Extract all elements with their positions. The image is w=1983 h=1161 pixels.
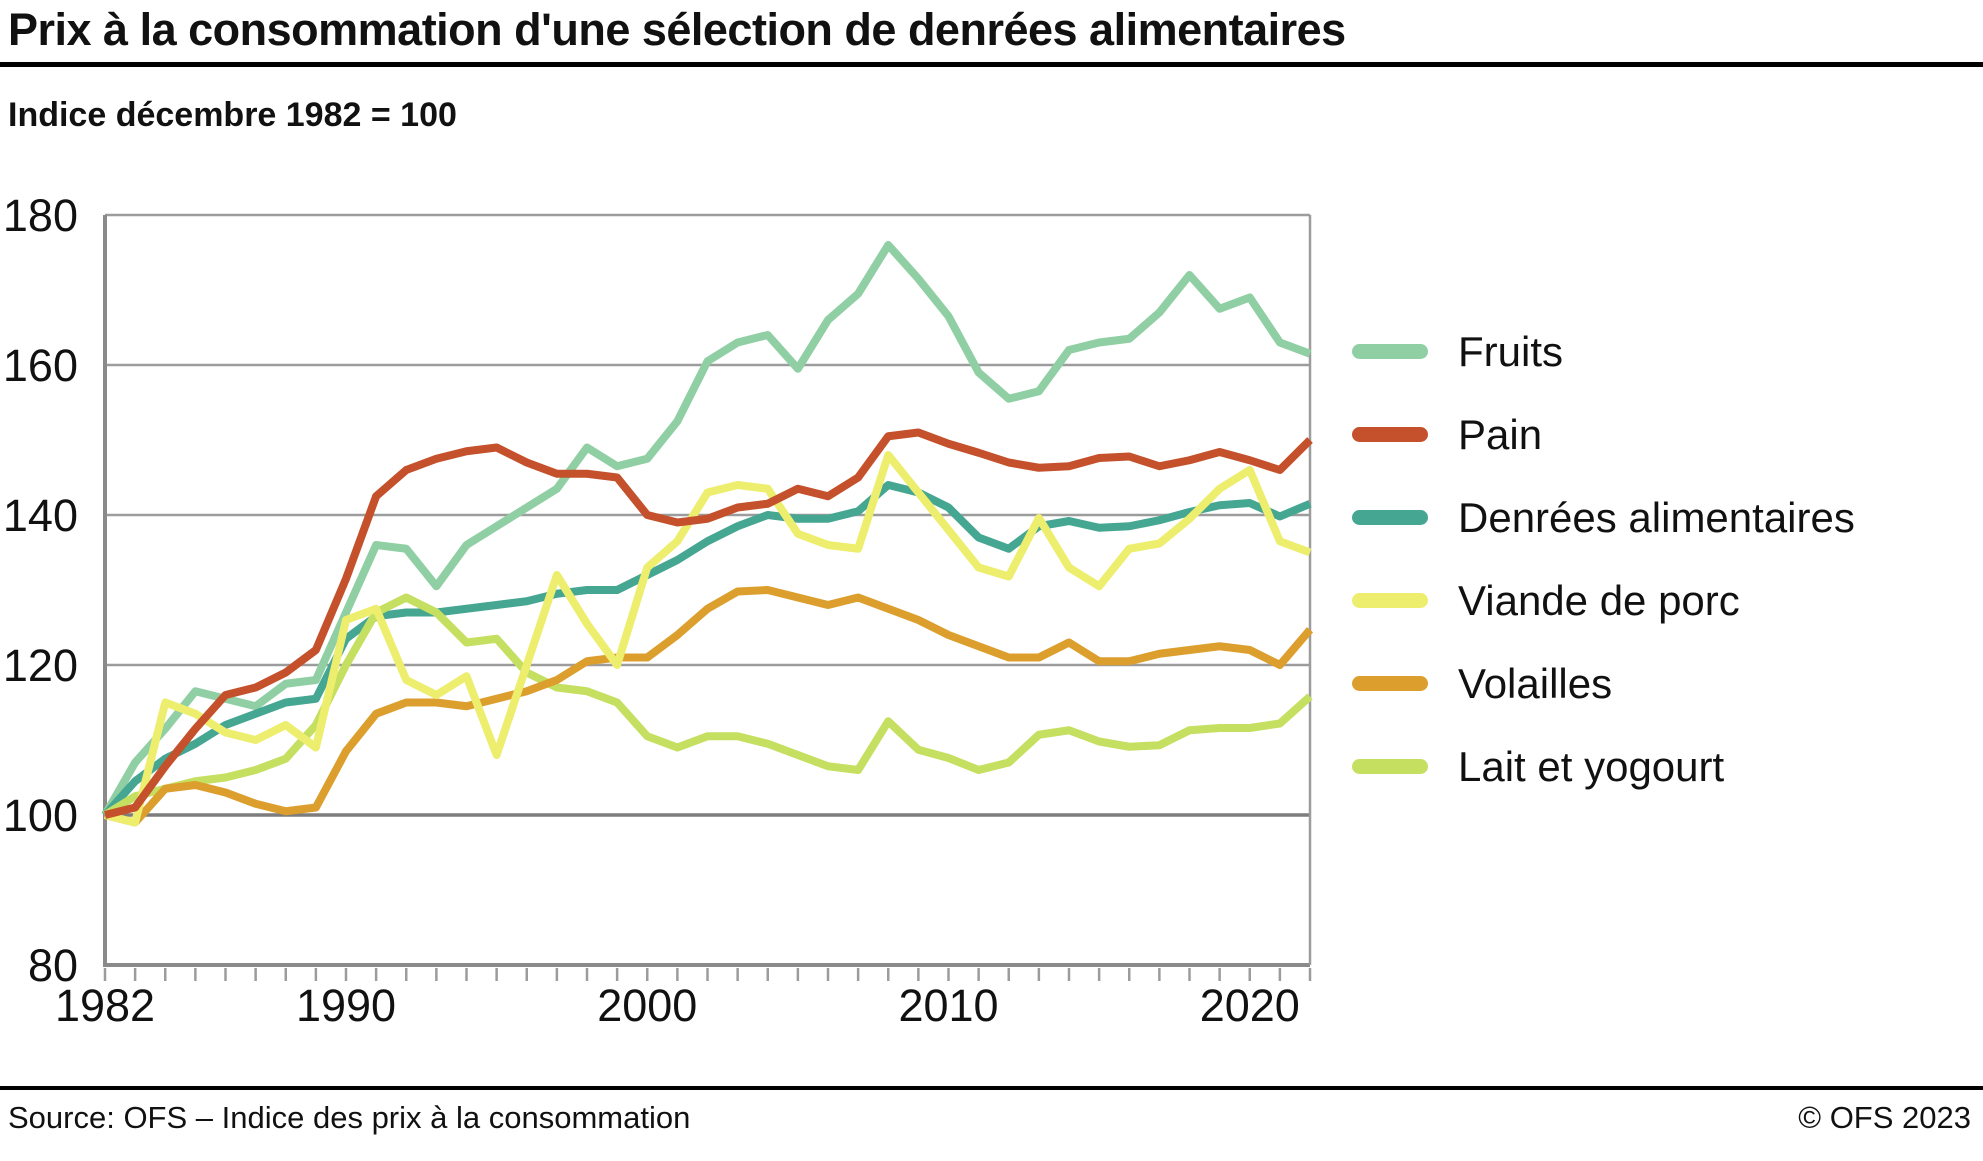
legend-label-pain: Pain — [1458, 410, 1543, 458]
footer-divider — [0, 1086, 1983, 1090]
legend-item-volailles: Volailles — [1352, 642, 1855, 725]
legend-item-lait-et-yogourt: Lait et yogourt — [1352, 725, 1855, 808]
y-tick-label-80: 80 — [28, 940, 78, 991]
legend-item-fruits: Fruits — [1352, 310, 1855, 393]
legend-swatch-lait-et-yogourt — [1352, 759, 1428, 774]
x-tick-label-1990: 1990 — [296, 980, 396, 1031]
page-title: Prix à la consommation d'une sélection d… — [8, 4, 1346, 55]
legend-label-fruits: Fruits — [1458, 327, 1563, 375]
legend-swatch-fruits — [1352, 344, 1428, 359]
legend-label-viande-de-porc: Viande de porc — [1458, 576, 1740, 624]
y-tick-label-140: 140 — [3, 490, 78, 541]
series-line-denrees-alimentaires — [102, 481, 1312, 818]
y-tick-label-160: 160 — [3, 340, 78, 391]
series-line-volailles — [104, 586, 1314, 827]
legend-item-denrees-alimentaires: Denrées alimentaires — [1352, 476, 1855, 559]
legend-swatch-viande-de-porc — [1352, 593, 1428, 608]
legend-label-denrees-alimentaires: Denrées alimentaires — [1458, 493, 1855, 541]
legend-swatch-volailles — [1352, 676, 1428, 691]
series-line-viande-de-porc — [104, 451, 1312, 827]
legend-label-volailles: Volailles — [1458, 659, 1613, 707]
y-tick-label-120: 120 — [3, 640, 78, 691]
legend-item-viande-de-porc: Viande de porc — [1352, 559, 1855, 642]
y-tick-label-100: 100 — [3, 790, 78, 841]
legend-label-lait-et-yogourt: Lait et yogourt — [1458, 742, 1725, 790]
series-line-pain — [104, 428, 1313, 819]
series-line-fruits — [101, 241, 1312, 817]
footer-source-text: Source: OFS – Indice des prix à la conso… — [8, 1100, 691, 1135]
y-tick-label-180: 180 — [3, 190, 78, 241]
x-tick-label-2020: 2020 — [1200, 980, 1300, 1031]
x-tick-label-2010: 2010 — [898, 980, 998, 1031]
title-divider — [0, 62, 1983, 67]
legend-item-pain: Pain — [1352, 393, 1855, 476]
legend-swatch-denrees-alimentaires — [1352, 510, 1428, 525]
x-tick-label-1982: 1982 — [55, 980, 155, 1031]
chart-subtitle-index-note: Indice décembre 1982 = 100 — [8, 96, 457, 134]
x-tick-label-2000: 2000 — [597, 980, 697, 1031]
chart-legend: Fruits Pain Denrées alimentaires Viande … — [1352, 310, 1855, 808]
legend-swatch-pain — [1352, 427, 1428, 442]
footer-copyright-text: © OFS 2023 — [1798, 1100, 1971, 1135]
